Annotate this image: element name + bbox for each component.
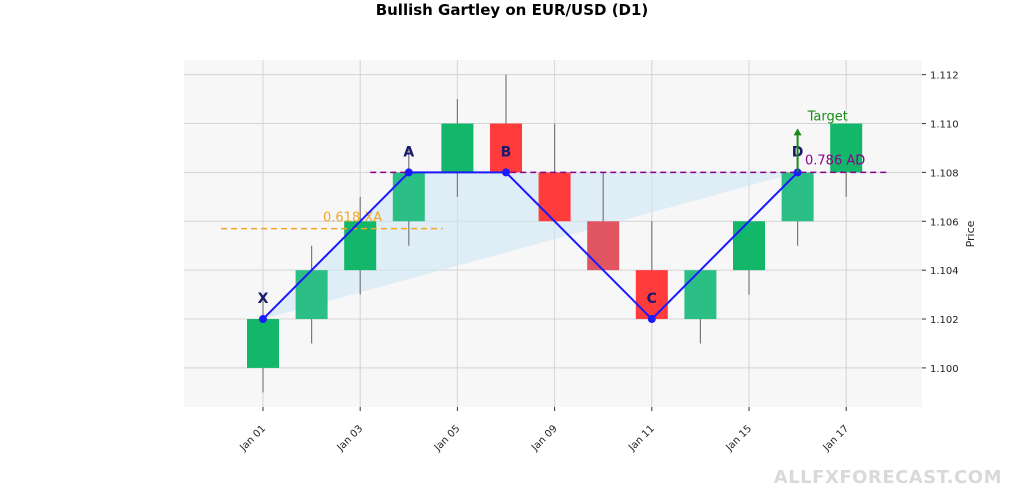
candle-body <box>830 123 863 173</box>
candle-body <box>587 221 620 271</box>
candle-body <box>392 172 425 222</box>
x-tick-label: Jan 01 <box>237 423 268 454</box>
y-tick-label: 1.108 <box>930 168 959 179</box>
x-tick-label: Jan 17 <box>821 423 852 454</box>
x-tick-label: Jan 05 <box>432 423 463 454</box>
y-tick-label: 1.104 <box>930 266 959 277</box>
y-tick-label: 1.100 <box>930 364 959 375</box>
candle-body <box>733 221 765 271</box>
pattern-point <box>404 168 413 177</box>
target-label: Target <box>807 109 848 124</box>
pattern-point <box>259 315 267 324</box>
x-tick-label: Jan 11 <box>626 423 657 454</box>
y-tick-label: 1.106 <box>930 217 959 228</box>
candle-body <box>490 123 522 173</box>
pattern-point <box>647 315 656 324</box>
pattern-point-label: B <box>501 144 512 160</box>
candle-body <box>247 319 279 368</box>
y-tick-label: 1.112 <box>930 71 959 82</box>
candle-body <box>538 172 571 222</box>
pattern-point-label: A <box>403 144 414 160</box>
candle-body <box>781 172 814 222</box>
x-tick-label: Jan 09 <box>529 423 560 454</box>
fib-label: 0.786 AD <box>805 153 865 168</box>
x-tick-label: Jan 03 <box>335 423 366 454</box>
fib-label: 0.618 XA <box>323 211 382 226</box>
candle-body <box>441 123 474 173</box>
pattern-point-label: C <box>647 291 657 307</box>
candle-body <box>295 270 328 320</box>
pattern-point-label: X <box>258 291 269 307</box>
candle-body <box>635 270 668 320</box>
target-arrow-head <box>793 128 802 136</box>
y-axis-label: Price <box>964 220 977 247</box>
candle-body <box>344 221 377 271</box>
candle-body <box>684 270 717 320</box>
pattern-point <box>502 168 510 177</box>
chart-title: Bullish Gartley on EUR/USD (D1) <box>376 1 649 19</box>
y-tick-label: 1.102 <box>930 315 959 326</box>
y-tick-label: 1.110 <box>930 120 959 131</box>
gartley-pattern: XABCDTarget <box>258 109 848 324</box>
x-tick-label: Jan 15 <box>723 423 754 454</box>
watermark: ALLFXFORECAST.COM <box>773 467 1002 488</box>
candles <box>247 74 863 393</box>
